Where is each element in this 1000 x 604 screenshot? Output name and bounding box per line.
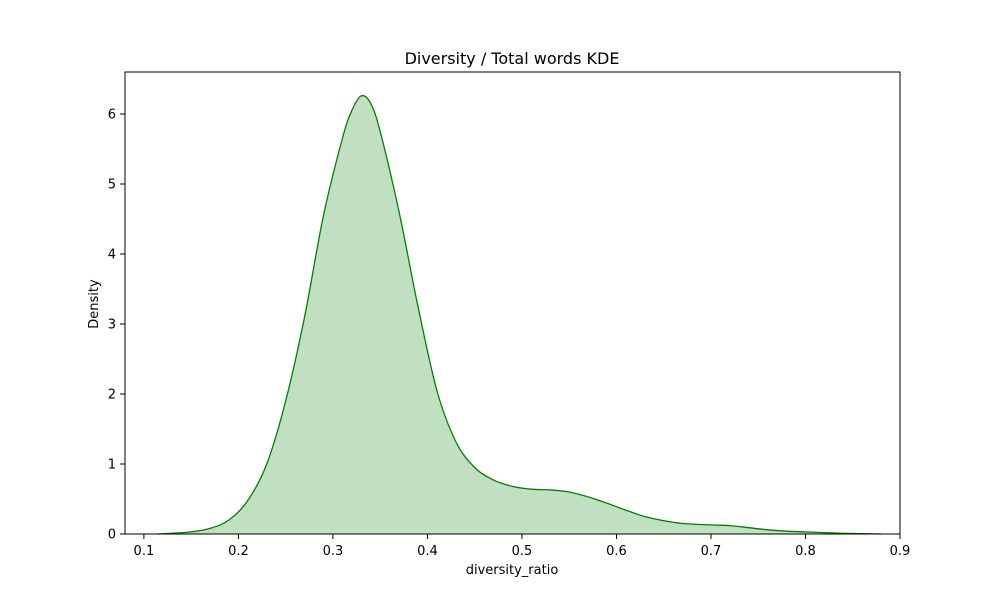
plot-area [124,71,901,535]
y-tick-label: 3 [108,318,116,333]
x-axis: 0.1 0.2 0.3 0.4 0.5 0.6 0.7 0.8 0.9 [134,534,911,559]
y-tick-label: 5 [108,178,116,193]
y-axis: 0 1 2 3 4 5 6 [108,108,125,543]
x-tick-label: 0.5 [512,544,533,559]
x-tick-label: 0.3 [323,544,344,559]
y-tick-label: 0 [108,528,116,543]
x-tick-label: 0.4 [417,544,438,559]
x-tick-label: 0.1 [134,544,155,559]
y-tick-label: 6 [108,108,116,123]
y-tick-label: 2 [108,388,116,403]
chart-title: Diversity / Total words KDE [405,49,620,68]
x-tick-label: 0.9 [890,544,911,559]
kde-line [158,94,882,535]
y-axis-label: Density [87,279,102,329]
y-tick-label: 1 [108,458,116,473]
x-tick-label: 0.7 [701,544,722,559]
x-axis-label: diversity_ratio [466,563,559,578]
x-tick-label: 0.2 [228,544,249,559]
x-tick-label: 0.8 [795,544,816,559]
y-tick-label: 4 [108,248,116,263]
kde-area-fill [158,95,882,535]
x-tick-label: 0.6 [606,544,627,559]
plot-frame [124,71,901,535]
